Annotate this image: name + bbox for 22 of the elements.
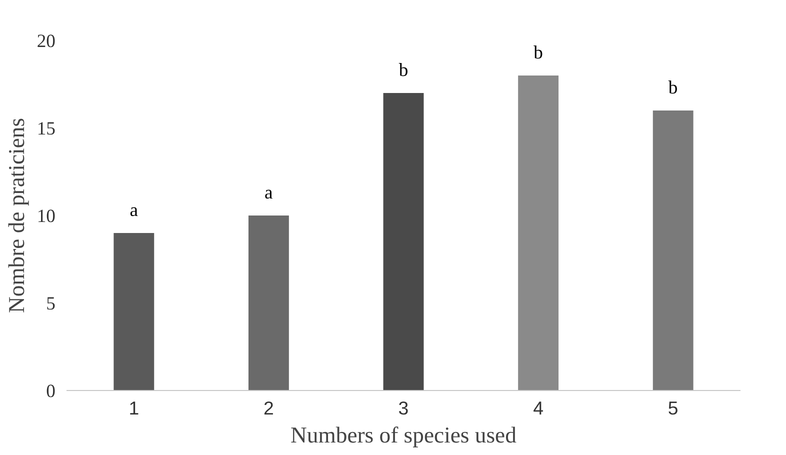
x-tick-label: 4 [533, 398, 544, 418]
annotation: b [668, 78, 678, 98]
y-tick-label: 10 [36, 206, 56, 227]
annotation: a [264, 182, 274, 204]
y-tick-label: 5 [46, 294, 56, 314]
y-tick-label: 15 [36, 118, 56, 140]
x-tick-label: 5 [668, 398, 678, 418]
y-tick-label: 20 [36, 31, 56, 52]
bar [248, 216, 289, 390]
bar [652, 110, 694, 390]
annotation: b [534, 42, 543, 64]
x-tick-label: 1 [128, 398, 140, 418]
bar [383, 93, 424, 390]
y-axis-title: Nombre de praticiens [4, 118, 29, 314]
x-tick-label: 3 [398, 398, 409, 418]
annotation: b [398, 60, 408, 81]
y-tick-label: 0 [46, 381, 56, 402]
x-axis-title: Numbers of species used [290, 422, 518, 448]
bar [518, 76, 559, 390]
bar [114, 233, 154, 390]
annotation: a [130, 200, 139, 221]
x-tick-label: 2 [264, 398, 274, 418]
